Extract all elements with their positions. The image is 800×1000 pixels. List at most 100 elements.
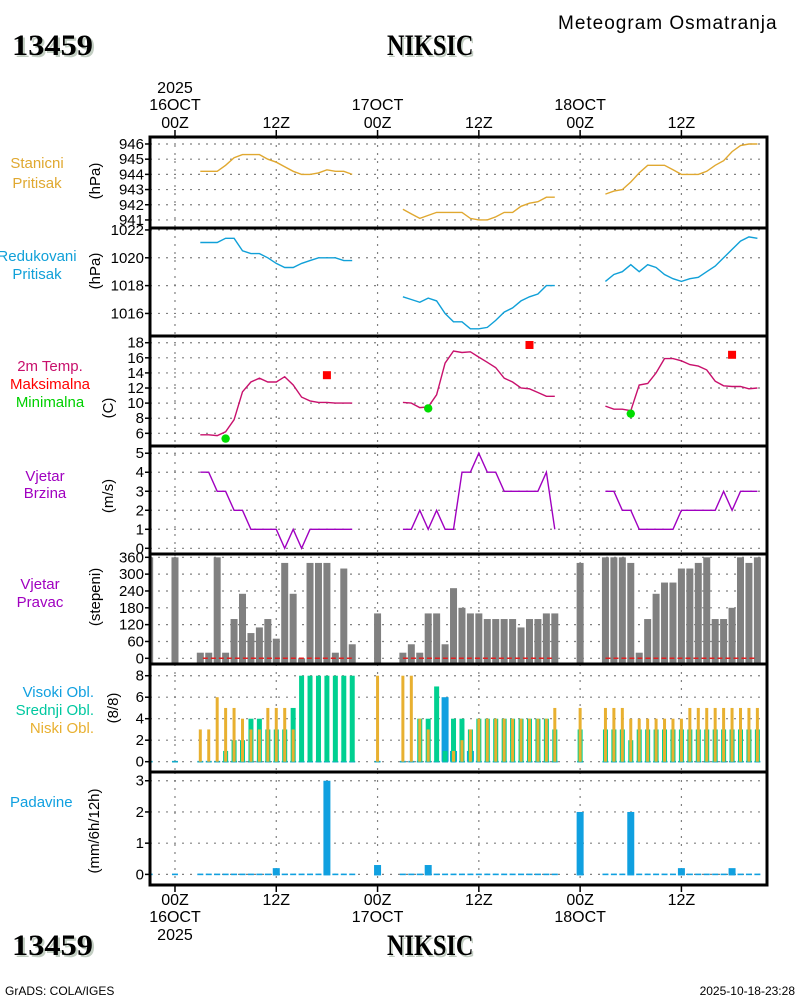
y-tick-label: 945 [119, 151, 144, 168]
cloud-low-bar [452, 750, 456, 762]
wind-direction-bar [441, 644, 449, 664]
temperature-panel [150, 336, 767, 446]
y-tick-label: 180 [119, 600, 144, 617]
wind-direction-bar [222, 652, 230, 664]
wind-direction-bar [314, 562, 322, 664]
y-tick-label: 0 [136, 650, 144, 667]
wind-direction-bar [534, 619, 542, 664]
date-label-bottom: 18OCT [554, 909, 606, 926]
y-tick-label: 60 [127, 633, 144, 650]
wind-direction-bar [703, 557, 711, 664]
cloud-mid-bar [332, 675, 338, 762]
wind-direction-bar [525, 619, 533, 664]
time-label-top: 12Z [668, 115, 696, 132]
wind-direction-bar [407, 644, 415, 664]
reduced-pressure-line-segment [200, 237, 353, 269]
wind-direction-bar [230, 619, 238, 664]
cloud-low-bar [485, 718, 489, 762]
date-label-top: 16OCT [149, 97, 201, 114]
y-tick-label: 10 [127, 395, 144, 412]
temperature-legend-label: 2m Temp. [17, 358, 83, 375]
time-label-bottom: 00Z [566, 892, 594, 909]
cloud-low-bar [291, 729, 295, 762]
wind-direction-panel [150, 554, 767, 664]
y-tick-label: 3 [136, 483, 144, 500]
cloud-low-bar [654, 718, 658, 762]
cloud-low-bar [620, 707, 624, 762]
station-pressure-panel [150, 137, 767, 228]
cloud-cover-legend-label: Srednji Obl. [16, 702, 94, 719]
y-tick-label: 941 [119, 212, 144, 229]
wind-direction-legend-label: Pravac [17, 594, 64, 611]
cloud-low-bar [663, 718, 667, 762]
cloud-mid-bar [341, 675, 347, 762]
time-label-top: 12Z [465, 115, 493, 132]
wind-direction-bar [348, 644, 356, 664]
y-tick-label: 8 [136, 410, 144, 427]
cloud-mid-bar [434, 686, 440, 762]
cloud-mid-bar [324, 675, 330, 762]
cloud-mid-bar [451, 718, 457, 762]
cloud-low-bar [730, 707, 734, 762]
cloud-low-bar [401, 675, 405, 762]
wind-direction-bar [669, 582, 677, 664]
temperature-legend-label: Minimalna [16, 394, 85, 411]
station-name-footer: NIKSIC [387, 929, 474, 962]
y-tick-label: 1 [136, 521, 144, 538]
cloud-low-bar [738, 707, 742, 762]
reduced-pressure-panel [150, 228, 767, 336]
wind-direction-bar [374, 613, 382, 664]
cloud-low-bar [688, 707, 692, 762]
y-tick-label: 1 [136, 835, 144, 852]
y-tick-label: 360 [119, 549, 144, 566]
station-id-footer: 13459 [12, 929, 93, 962]
precip-bar [627, 811, 635, 876]
y-tick-label: 2 [136, 732, 144, 749]
station-pressure-line-segment [605, 143, 758, 195]
station-name-header: NIKSIC [387, 29, 474, 62]
cloud-low-bar [713, 707, 717, 762]
wind-direction-bar [196, 652, 204, 664]
cloud-mid-bar [307, 675, 313, 762]
cloud-low-bar [274, 707, 278, 762]
wind-direction-bar [686, 568, 694, 664]
max-temp-marker [322, 371, 331, 380]
min-temp-marker [626, 409, 635, 418]
cloud-low-bar [603, 707, 607, 762]
wind-direction-bar [450, 588, 458, 664]
y-tick-label: 1018 [111, 278, 144, 295]
precipitation-panel [150, 772, 767, 885]
y-tick-label: 1022 [111, 222, 144, 239]
precipitation-legend-label: Padavine [10, 794, 73, 811]
time-label-bottom: 12Z [262, 892, 290, 909]
cloud-low-bar [578, 707, 582, 762]
wind-direction-bar [150, 557, 154, 664]
cloud-low-bar [705, 707, 709, 762]
y-tick-label: 300 [119, 566, 144, 583]
y-tick-label: 946 [119, 136, 144, 153]
cloud-cover-legend-label: Niski Obl. [30, 720, 94, 737]
precip-bar [323, 780, 331, 876]
wind-speed-line-segment [605, 489, 758, 530]
y-tick-label: 942 [119, 197, 144, 214]
precip-bar [576, 811, 584, 876]
wind-direction-bar [677, 568, 685, 664]
cloud-low-bar [426, 729, 430, 762]
cloud-low-bar [460, 740, 464, 762]
cloud-low-bar [747, 707, 751, 762]
cloud-low-bar [409, 675, 413, 762]
wind-direction-bar [736, 557, 744, 664]
wind-direction-bar [281, 562, 289, 664]
y-tick-label: 4 [136, 464, 144, 481]
cloud-high-bar [441, 697, 449, 762]
y-axis-unit-label: (8/8) [105, 693, 122, 724]
wind-direction-bar [289, 593, 297, 664]
y-tick-label: 16 [127, 350, 144, 367]
cloud-low-bar [722, 707, 726, 762]
reduced-pressure-legend-label: Pritisak [12, 266, 62, 283]
wind-direction-bar [610, 557, 618, 664]
y-axis-unit-label: (m/s) [100, 479, 117, 513]
cloud-low-bar [519, 718, 523, 762]
cloud-low-bar [198, 729, 202, 762]
temperature-line-segment [402, 350, 555, 409]
